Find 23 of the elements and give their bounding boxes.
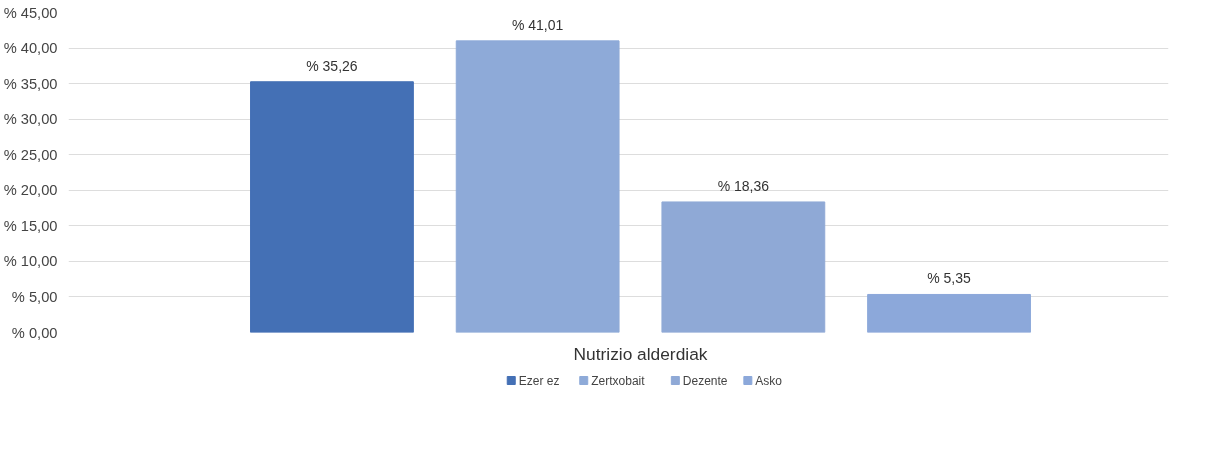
bar: [867, 293, 1031, 333]
bar: [661, 201, 826, 333]
y-tick-label: % 35,00: [3, 75, 58, 92]
legend-label: Ezer ez: [518, 373, 560, 388]
legend-label: Zertxobait: [591, 373, 646, 388]
data-label: % 41,01: [511, 16, 564, 33]
data-label: % 5,35: [927, 270, 972, 287]
legend-label: Asko: [755, 373, 783, 388]
y-tick-label: % 40,00: [3, 40, 58, 57]
y-tick-label: % 5,00: [11, 288, 58, 305]
bar: [250, 81, 414, 333]
x-tick-label: Nutrizio alderdiak: [573, 343, 708, 364]
y-tick-label: % 30,00: [3, 111, 58, 128]
bar: [455, 40, 620, 333]
data-label: % 18,36: [717, 177, 770, 194]
y-tick-label: % 15,00: [3, 217, 58, 234]
y-tick-label: % 45,00: [3, 4, 58, 21]
data-label: % 35,26: [306, 57, 358, 74]
y-tick-label: % 10,00: [3, 253, 58, 270]
y-tick-label: % 25,00: [3, 146, 58, 163]
legend-label: Dezente: [682, 373, 728, 388]
y-tick-label: % 0,00: [11, 324, 58, 341]
y-tick-label: % 20,00: [3, 182, 58, 199]
